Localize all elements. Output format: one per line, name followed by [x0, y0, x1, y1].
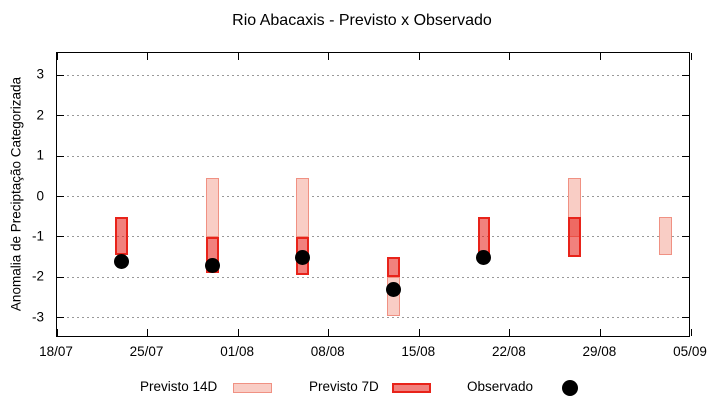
y-tick-label: 1 [36, 147, 44, 163]
y-gridline [57, 115, 689, 117]
y-gridline [57, 276, 689, 278]
x-tick-top [690, 53, 692, 60]
x-tick-top [418, 53, 420, 60]
x-tick-bottom [328, 329, 330, 336]
legend-label-previsto-7d: Previsto 7D [309, 379, 379, 394]
y-gridline [57, 196, 689, 197]
y-tick-label: -2 [31, 268, 44, 284]
previsto-14d-swatch [233, 383, 272, 393]
y-tick-label: 2 [36, 107, 44, 123]
y-gridline [57, 317, 689, 319]
bar-previsto-14d [205, 178, 219, 237]
x-tick-label: 01/08 [220, 344, 255, 359]
x-tick-bottom [509, 329, 511, 336]
legend-label-previsto-14d: Previsto 14D [140, 379, 218, 394]
y-tick-left [57, 317, 64, 319]
bar-previsto-14d [658, 216, 672, 256]
y-tick-right [682, 317, 689, 319]
y-tick-label: -1 [31, 228, 44, 244]
y-tick-left [57, 236, 64, 238]
y-tick-left [57, 74, 64, 76]
x-tick-bottom [418, 329, 420, 336]
y-tick-label: -3 [31, 309, 44, 325]
y-tick-left [57, 276, 64, 278]
y-tick-left [57, 196, 64, 197]
x-tick-top [237, 53, 239, 60]
observado-dot [476, 249, 492, 265]
x-tick-label: 25/07 [129, 344, 164, 359]
x-tick-label: 18/07 [39, 344, 73, 359]
previsto-7d-swatch [392, 383, 431, 393]
x-tick-label: 08/08 [310, 344, 345, 359]
y-gridline [57, 74, 689, 76]
x-tick-bottom [147, 329, 149, 336]
observado-dot [295, 249, 311, 265]
x-tick-label: 15/08 [401, 344, 436, 359]
x-tick-top [147, 53, 149, 60]
x-tick-bottom [599, 329, 601, 336]
y-tick-right [682, 276, 689, 278]
y-gridline [57, 155, 689, 157]
y-gridline [57, 236, 689, 238]
y-tick-left [57, 115, 64, 117]
bar-previsto-14d [296, 178, 310, 237]
x-tick-top [599, 53, 601, 60]
x-tick-label: 22/08 [491, 344, 526, 359]
y-tick-label: 0 [36, 188, 44, 203]
observado-swatch-dot [562, 380, 578, 396]
observado-dot [385, 281, 401, 297]
chart-title: Rio Abacaxis - Previsto x Observado [232, 12, 492, 29]
x-tick-bottom [237, 329, 239, 336]
x-tick-top [509, 53, 511, 60]
bar-previsto-7d [568, 216, 582, 258]
y-tick-right [682, 196, 689, 197]
plot-area [56, 52, 692, 337]
y-tick-label: 3 [36, 66, 44, 82]
observado-dot [204, 257, 220, 273]
y-tick-right [682, 115, 689, 117]
y-tick-right [682, 74, 689, 76]
x-tick-bottom [56, 329, 58, 336]
x-tick-label: 29/08 [582, 344, 617, 359]
x-tick-label: 05/09 [673, 344, 707, 359]
x-tick-top [328, 53, 330, 60]
y-tick-left [57, 155, 64, 157]
legend-label-observado: Observado [467, 379, 534, 394]
bar-previsto-7d [386, 257, 400, 278]
y-tick-right [682, 236, 689, 238]
x-tick-bottom [690, 329, 692, 336]
y-tick-right [682, 155, 689, 157]
observado-dot [114, 253, 130, 269]
x-tick-top [56, 53, 58, 60]
